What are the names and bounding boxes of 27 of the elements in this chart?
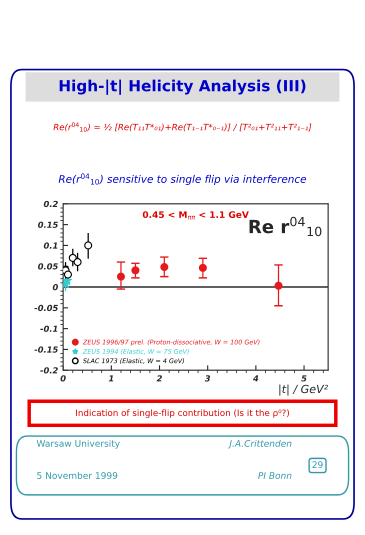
y-tick-label: 0.15 [38,222,58,228]
y-tick-label: 0.05 [38,263,58,270]
text: 5 November 1999 [37,472,118,479]
x-tick-label: 5 [301,375,307,382]
y-tick-label: 0.1 [44,242,58,249]
y-tick-label: 0 [52,284,58,290]
text: Warsaw University [36,440,120,449]
text: PI Bonn [258,472,292,479]
x-tick-label: 0 [60,375,66,382]
y-tick-label: -0.2 [40,367,58,374]
chart-subtitle: Re(r$^{04}$$_{10}$) sensitive to single flip via interference [58,173,306,185]
annotation: 0.45 < M$_{ππ}$ < 1.1 GeV [142,211,249,220]
y-tick-label: 0.2 [44,200,58,208]
annotation: Re r$^{04}$$_{10}$ [250,216,322,236]
y-tick-label: -0.15 [34,346,58,353]
text: J.A.Crittenden [228,440,292,449]
x-tick-label: 1 [108,375,114,382]
chart-title: High-|t| Helicity Analysis (III) [60,80,306,95]
text: 29 [312,461,323,468]
text: Indication of single-flip contribution (Is it the ρ⁰?) [76,409,289,418]
x-tick-label: 2 [156,375,162,382]
text: Re(r$^{04}$$_{10}$) ≃ ½ [Re(T₁₁T*₀₁)+Re(T₁₋₁T*₀₋₁)] / [T²₀₁+T²₁₁+T²₁₋₁] [53,122,312,132]
y-tick-label: -0.1 [40,326,58,332]
x-tick-label: 3 [204,375,210,382]
y-tick-label: -0.05 [34,304,58,312]
x-axis-title: |t| / GeV² [279,384,328,396]
x-tick-label: 4 [252,375,258,382]
